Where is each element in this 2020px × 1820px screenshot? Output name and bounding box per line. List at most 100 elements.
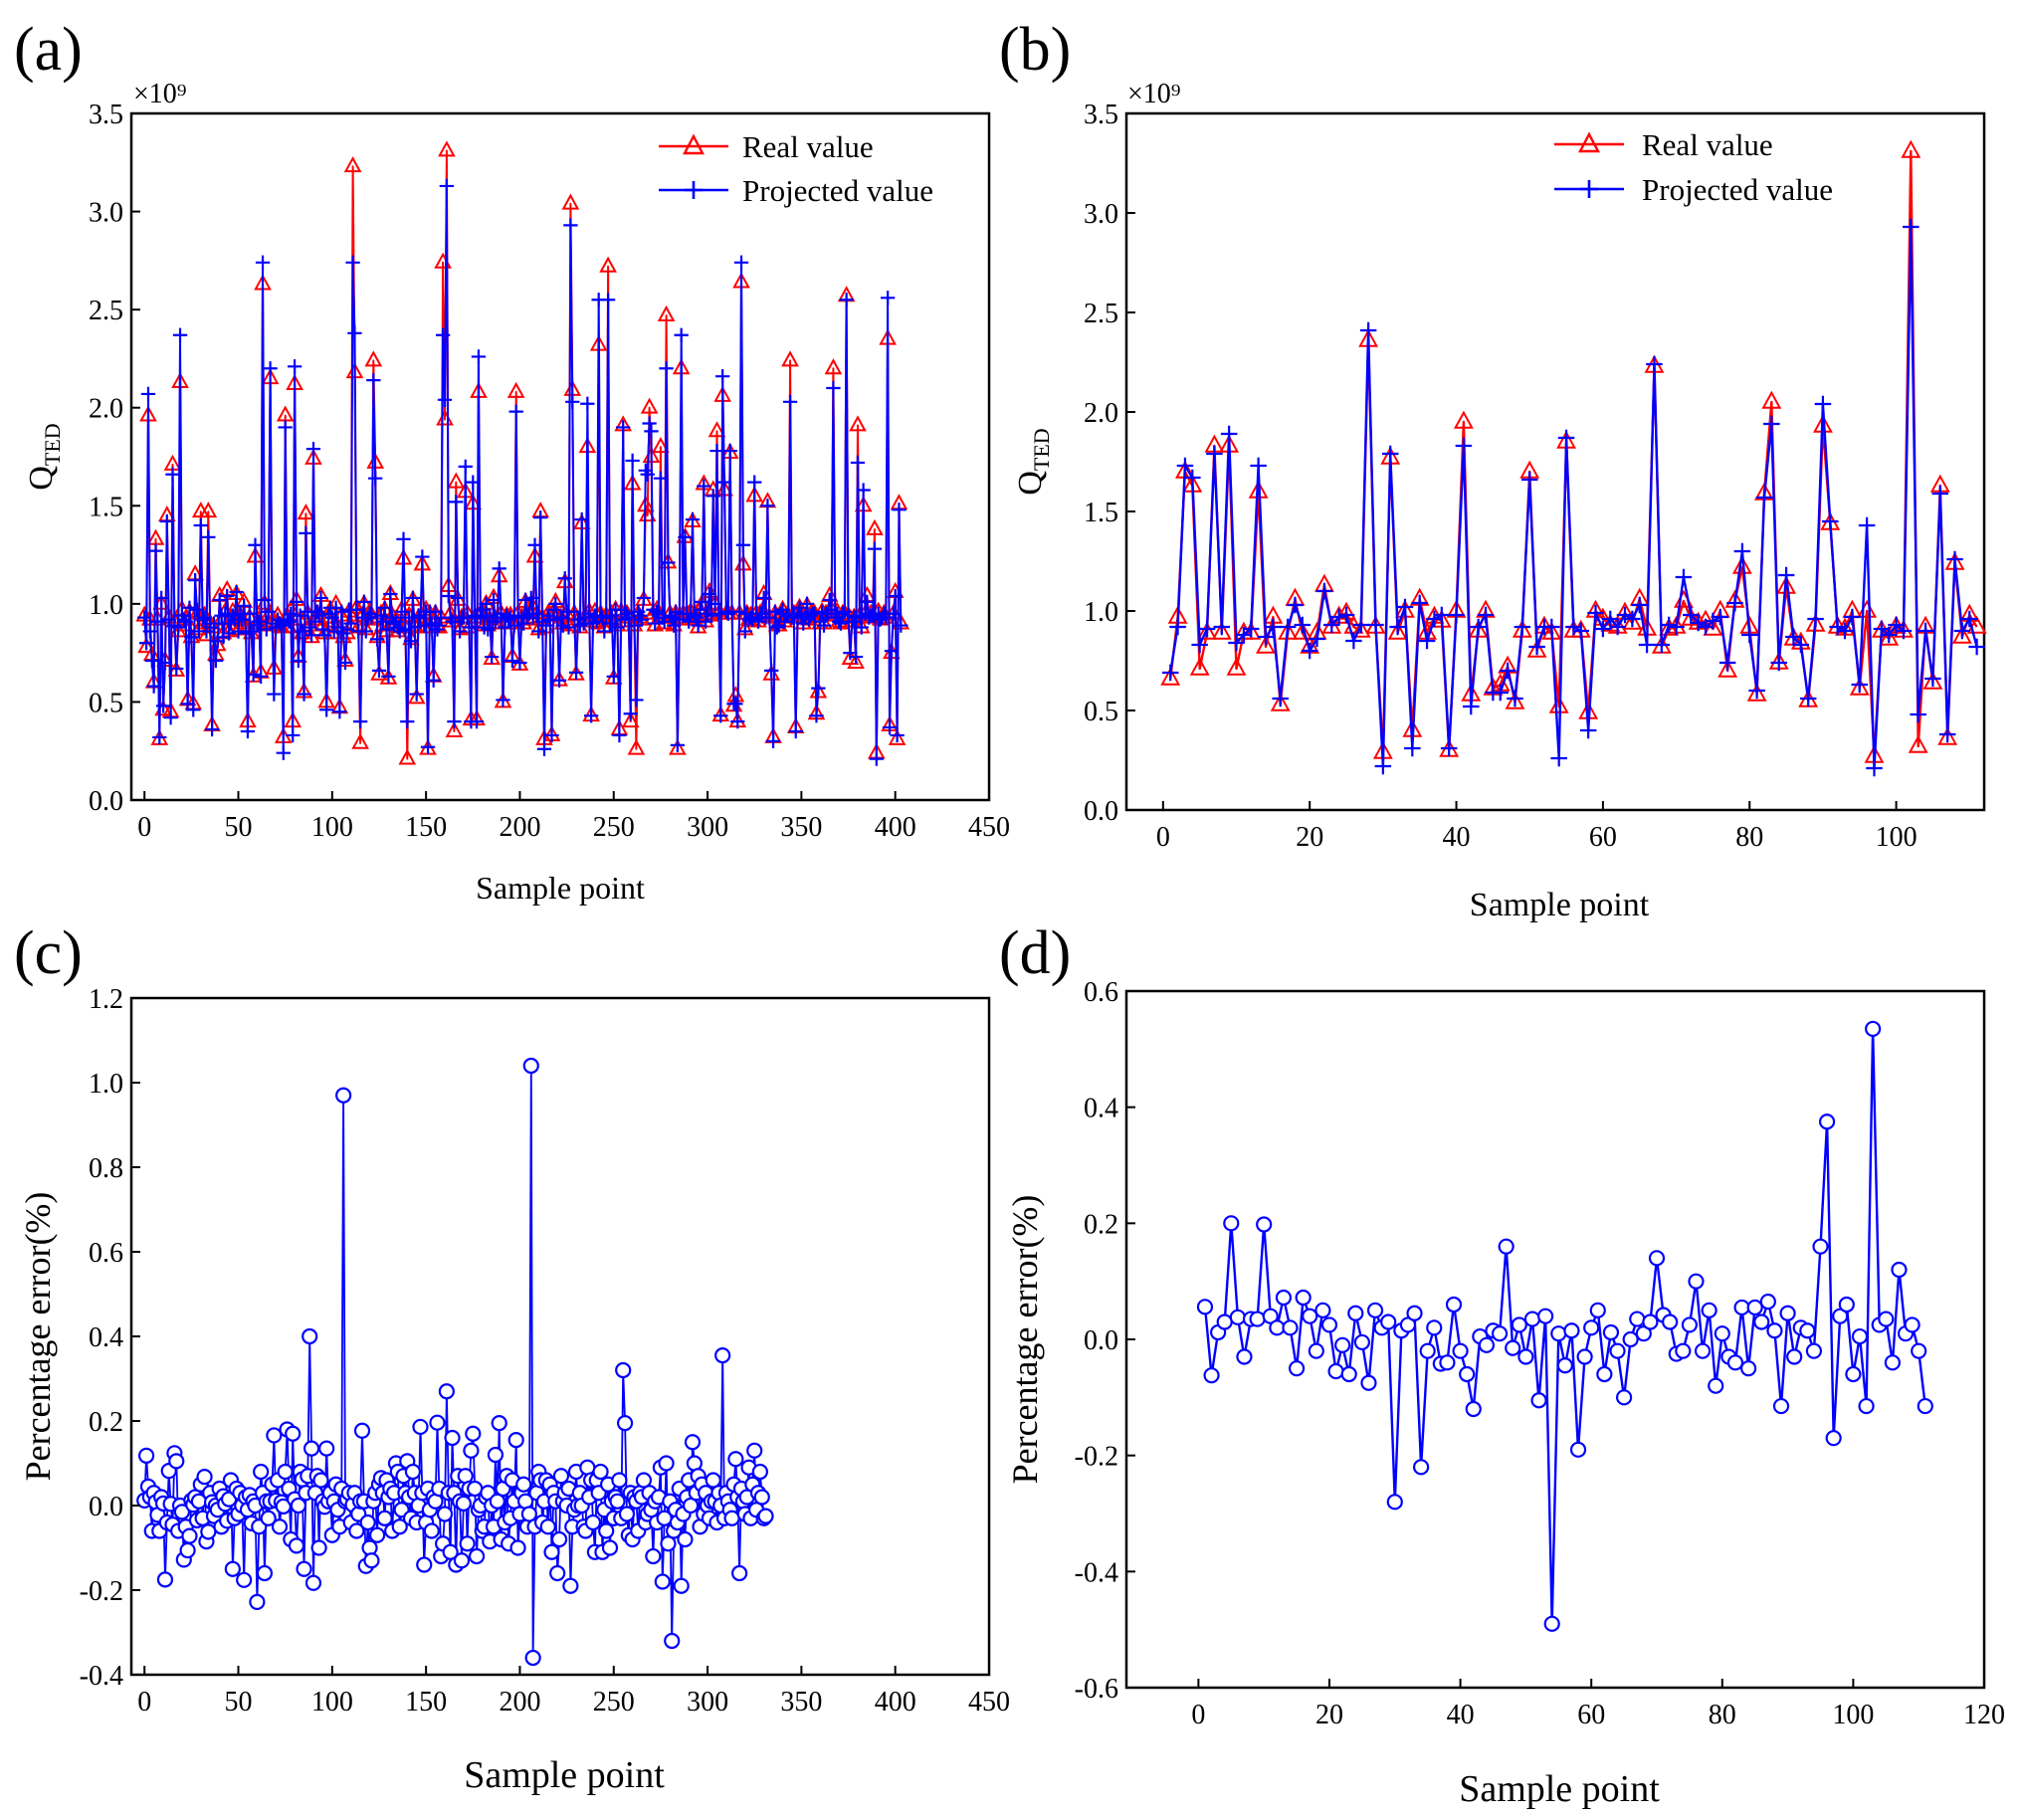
panel-a-series-projected-value-point bbox=[685, 511, 701, 527]
panel-a-series-projected-value-point bbox=[155, 699, 171, 713]
panel-a-series-projected-value-point bbox=[240, 723, 256, 739]
panel-b-exponent: ×10⁹ bbox=[1127, 79, 1181, 109]
panel-b-series-projected-value-point bbox=[1345, 632, 1362, 650]
panel-b-plot-frame bbox=[1124, 111, 1986, 812]
panel-a-series-real-value-point bbox=[849, 415, 867, 432]
panel-c-series-percentage-error-point bbox=[757, 1508, 774, 1524]
panel-a-series-projected-value-point bbox=[420, 739, 436, 754]
panel-a-series-projected-value-point bbox=[856, 483, 871, 498]
panel-a-series-projected-value-point bbox=[208, 653, 224, 669]
panel-a-series-projected-value-point bbox=[496, 693, 510, 708]
panel-a-series-projected-value-point bbox=[602, 616, 618, 631]
panel-b-series-projected-value-point bbox=[1917, 622, 1934, 640]
panel-b-y-tick-label: 1.0 bbox=[1084, 597, 1118, 628]
panel-b-x-tick-label: 40 bbox=[1443, 822, 1471, 853]
panel-c-series-percentage-error-point bbox=[359, 1514, 376, 1531]
panel-c-series-percentage-error-point bbox=[260, 1510, 277, 1526]
panel-d-y-tick-label: 0.6 bbox=[1084, 977, 1118, 1008]
panel-a-series-projected-value-point bbox=[466, 475, 481, 490]
panel-c-y-tick-label: -0.4 bbox=[80, 1661, 123, 1692]
panel-c-series-percentage-error-point bbox=[275, 1498, 292, 1515]
panel-d-x-tick-label: 40 bbox=[1447, 1700, 1475, 1730]
panel-d-series-percentage-error-point bbox=[1511, 1316, 1527, 1333]
panel-a-series-projected-value-point bbox=[159, 513, 174, 529]
panel-c-series-percentage-error-point bbox=[459, 1535, 476, 1552]
panel-a-series-projected-value-point bbox=[709, 443, 724, 459]
panel-a-series-projected-value-point bbox=[492, 561, 506, 576]
panel-a-legend-projected-marker bbox=[685, 181, 703, 199]
panel-a-series-projected-value-point bbox=[411, 608, 426, 623]
panel-a-series-projected-value-point bbox=[625, 453, 640, 469]
panel-a-series-projected-value-point bbox=[369, 632, 385, 647]
panel-b-y-axis-label: QTED bbox=[1012, 428, 1054, 495]
panel-c-x-tick-label: 350 bbox=[780, 1687, 822, 1718]
panel-b-series-projected-value-point bbox=[1213, 618, 1231, 636]
panel-b-ticks: 0 20 40 60 80 100 0.0 0.5 1.0 1.5 2.0 2.5 3.0 3.5 bbox=[1084, 100, 1918, 853]
panel-a-x-tick-label: 450 bbox=[968, 812, 1010, 843]
panel-a-series-projected-value-point bbox=[445, 614, 460, 629]
panel-a-series-projected-value-point bbox=[661, 555, 676, 570]
panel-d-y-tick-label: 0.0 bbox=[1084, 1325, 1118, 1356]
panel-d-series-percentage-error-point bbox=[1865, 1020, 1882, 1038]
panel-d-x-tick-label: 20 bbox=[1315, 1700, 1343, 1730]
panel-a-series-projected-value-point bbox=[848, 649, 864, 665]
panel-a-data-layer bbox=[135, 140, 910, 766]
panel-a-series-projected-value-point bbox=[345, 255, 360, 270]
panel-a-series-projected-value-point bbox=[452, 624, 468, 639]
panel-d-data-layer bbox=[1196, 1020, 1933, 1632]
panel-a-series-projected-value-point bbox=[368, 471, 383, 486]
panel-c-series-percentage-error-point bbox=[658, 1455, 675, 1472]
panel-b-series-projected-value-point bbox=[1257, 628, 1275, 646]
panel-c-series-percentage-error-point bbox=[611, 1472, 628, 1489]
panel-a-y-tick-label: 0.0 bbox=[89, 786, 123, 817]
panel-b-series-real-value-point bbox=[1901, 139, 1921, 158]
panel-a-series-projected-value-point bbox=[311, 608, 326, 623]
panel-c-series-percentage-error-point bbox=[465, 1425, 482, 1442]
panel-d-series-percentage-error-point bbox=[1904, 1316, 1920, 1333]
panel-a-exponent: ×10⁹ bbox=[133, 79, 187, 109]
panel-a-series-projected-value-point bbox=[610, 620, 625, 635]
panel-c-series-percentage-error-point bbox=[562, 1577, 579, 1594]
panel-a-series-projected-value-point bbox=[163, 710, 178, 725]
panel-c-y-tick-label: -0.2 bbox=[80, 1576, 123, 1607]
panel-a-series-projected-value-point bbox=[485, 649, 500, 665]
panel-a-series-projected-value-point bbox=[396, 531, 411, 546]
panel-b-y-tick-label: 0.5 bbox=[1084, 697, 1118, 727]
panel-d-series-percentage-error-point bbox=[1386, 1494, 1403, 1511]
panel-c-series-percentage-error-point bbox=[615, 1361, 632, 1379]
panel-a-series-projected-value-point bbox=[377, 600, 392, 615]
panel-a-series-projected-value-point bbox=[142, 624, 158, 639]
panel-a-series-real-value-point bbox=[351, 732, 369, 749]
panel-a-plot-frame bbox=[129, 111, 991, 802]
panel-a-series-projected-value-point bbox=[138, 636, 154, 651]
panel-c-series-percentage-error-point bbox=[455, 1495, 472, 1512]
panel-d-series-percentage-error-point bbox=[1288, 1360, 1306, 1377]
panel-b-series-projected-value-point bbox=[1903, 218, 1919, 236]
panel-d-series-percentage-error-point bbox=[1347, 1305, 1364, 1321]
panel-a-series-projected-value-point bbox=[715, 369, 730, 384]
panel-a-series-projected-value-point bbox=[458, 459, 473, 475]
panel-b-series-projected-value-point bbox=[1748, 682, 1765, 700]
panel-d-series-percentage-error-point bbox=[1858, 1397, 1875, 1415]
panel-a-series-projected-value-point bbox=[282, 614, 297, 629]
panel-a-series-real-value-point bbox=[364, 350, 383, 367]
panel-c-series-percentage-error-point bbox=[552, 1468, 570, 1485]
panel-b-legend-projected-label: Projected value bbox=[1642, 172, 1833, 207]
panel-d-series-percentage-error-point bbox=[1759, 1293, 1776, 1311]
panel-a-x-tick-label: 100 bbox=[311, 812, 353, 843]
panel-d-x-axis-label: Sample point bbox=[1459, 1768, 1660, 1810]
panel-b-series-projected-value-point bbox=[1705, 612, 1721, 630]
panel-b-series-real-value-point bbox=[1197, 621, 1217, 640]
panel-d-series-percentage-error-point bbox=[1543, 1615, 1560, 1632]
panel-a-series-projected-value-point bbox=[854, 620, 869, 635]
panel-a-series-projected-value-point bbox=[653, 471, 669, 486]
panel-d-series-percentage-error-point bbox=[1766, 1322, 1783, 1339]
panel-a-series-projected-value-point bbox=[574, 511, 589, 527]
panel-a-series-projected-value-point bbox=[195, 612, 210, 627]
panel-a-series-real-value-point bbox=[297, 504, 315, 520]
panel-d-series-percentage-error-point bbox=[1302, 1308, 1318, 1324]
panel-b-series-projected-value-point bbox=[1250, 457, 1267, 475]
panel-a-series-projected-value-point bbox=[237, 598, 252, 613]
panel-b-series-projected-value-point bbox=[1359, 321, 1377, 339]
panel-c-series-percentage-error-point bbox=[522, 1057, 539, 1075]
